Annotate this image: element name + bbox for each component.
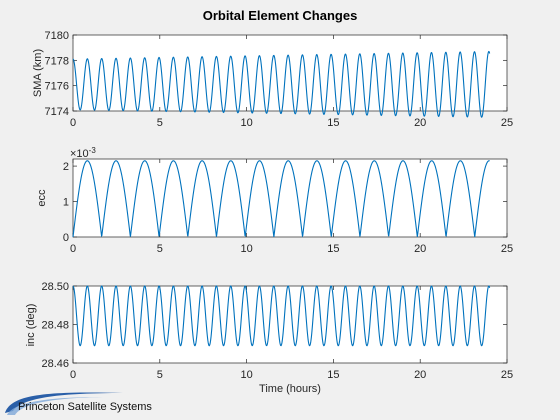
x-tick-label: 20	[414, 369, 426, 381]
y-tick-label: 28.50	[41, 281, 69, 293]
y-tick-label: 28.46	[41, 358, 69, 370]
footer-logo-text: Princeton Satellite Systems	[18, 401, 152, 413]
ecc-axes-box	[72, 158, 508, 238]
x-tick-label: 25	[501, 117, 513, 129]
ecc-series-line	[72, 160, 490, 238]
x-tick-label: 0	[70, 369, 76, 381]
ecc-ylabel: ecc	[36, 189, 48, 207]
x-tick-label: 15	[327, 117, 339, 129]
x-tick-label: 0	[70, 117, 76, 129]
sma-axes-box	[72, 34, 508, 112]
ecc-exponent-base: ×10	[70, 148, 89, 160]
x-tick-label: 5	[157, 369, 163, 381]
sma-ylabel: SMA (km)	[32, 49, 44, 97]
y-tick-label: 28.48	[41, 320, 69, 332]
x-tick-label: 10	[240, 243, 252, 255]
ecc-exponent-label: ×10-3	[70, 146, 96, 160]
inc-xlabel: Time (hours)	[259, 383, 321, 395]
x-tick-label: 25	[501, 243, 513, 255]
chart-title: Orbital Element Changes	[203, 8, 358, 23]
y-tick-label: 0	[63, 232, 69, 244]
y-tick-label: 7178	[45, 55, 69, 67]
x-tick-label: 5	[157, 117, 163, 129]
inc-panel: 0 5 10 15 20 25 28.46 28.48 28.50 inc (deg) Time…	[25, 281, 513, 395]
y-tick-label: 7180	[45, 30, 69, 42]
x-tick-label: 20	[414, 243, 426, 255]
x-tick-label: 15	[327, 243, 339, 255]
x-tick-label: 25	[501, 369, 513, 381]
y-tick-label: 7174	[45, 106, 69, 118]
inc-ylabel: inc (deg)	[25, 304, 37, 347]
inc-ticks: 0 5 10 15 20 25 28.46 28.48 28.50	[41, 281, 513, 381]
ecc-exponent-power: -3	[89, 146, 97, 155]
x-tick-label: 20	[414, 117, 426, 129]
x-tick-label: 10	[240, 117, 252, 129]
sma-ticks: 0 5 10 15 20 25 7174 7176 7178 7180	[45, 30, 514, 129]
x-tick-label: 5	[157, 243, 163, 255]
princeton-logo-swoosh	[5, 392, 123, 415]
x-tick-label: 0	[70, 243, 76, 255]
inc-series-line	[72, 285, 491, 347]
sma-series-line	[72, 50, 491, 118]
sma-panel: 0 5 10 15 20 25 7174 7176 7178 7180 SMA (km)	[32, 30, 513, 129]
y-tick-label: 2	[63, 161, 69, 173]
ecc-panel: 0 5 10 15 20 25 0 1 2 ecc ×10-3	[36, 146, 513, 255]
y-tick-label: 7176	[45, 81, 69, 93]
y-tick-label: 1	[63, 197, 69, 209]
x-tick-label: 15	[327, 369, 339, 381]
x-tick-label: 10	[240, 369, 252, 381]
ecc-ticks: 0 5 10 15 20 25 0 1 2	[63, 159, 513, 255]
